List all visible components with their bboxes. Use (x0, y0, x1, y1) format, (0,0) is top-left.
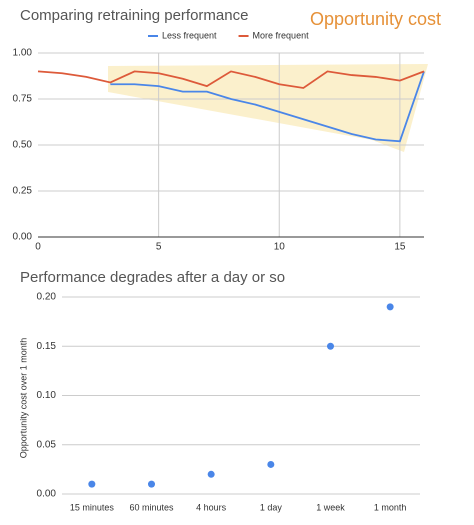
chart-title: Performance degrades after a day or so (20, 269, 285, 286)
series-line (37, 70, 425, 89)
x-tick-label: 1 week (316, 502, 345, 512)
x-tick-label: 1 month (374, 502, 407, 512)
x-tick-label: 10 (274, 242, 286, 253)
x-tick-label: 4 hours (196, 502, 227, 512)
y-tick-label: 0.00 (37, 489, 57, 500)
x-tick-label: 15 minutes (70, 502, 115, 512)
x-tick-label: 15 (394, 242, 406, 253)
x-tick-label: 60 minutes (129, 502, 174, 512)
y-axis-label: Opportunity cost over 1 month (18, 338, 28, 459)
legend-label: More frequent (253, 30, 310, 40)
y-tick-label: 0.00 (13, 232, 33, 243)
y-tick-label: 0.05 (37, 439, 57, 450)
series-line (110, 71, 425, 143)
annotation: Opportunity cost (310, 9, 441, 29)
point (207, 470, 215, 478)
point (386, 303, 394, 311)
x-tick-label: 5 (156, 242, 162, 253)
point (148, 480, 155, 488)
y-tick-label: 1.00 (13, 48, 33, 59)
y-tick-label: 0.10 (37, 390, 57, 401)
y-tick-label: 0.50 (13, 140, 33, 151)
point (88, 480, 96, 488)
legend-label: Less frequent (162, 30, 217, 40)
y-tick-label: 0.25 (13, 186, 33, 197)
y-tick-label: 0.75 (13, 94, 33, 105)
point (267, 460, 275, 468)
point (327, 342, 334, 350)
chart-title: Comparing retraining performance (20, 7, 248, 24)
y-tick-label: 0.15 (37, 341, 57, 352)
x-tick-label: 0 (35, 242, 41, 253)
x-tick-label: 1 day (260, 502, 283, 512)
y-tick-label: 0.20 (37, 292, 57, 303)
